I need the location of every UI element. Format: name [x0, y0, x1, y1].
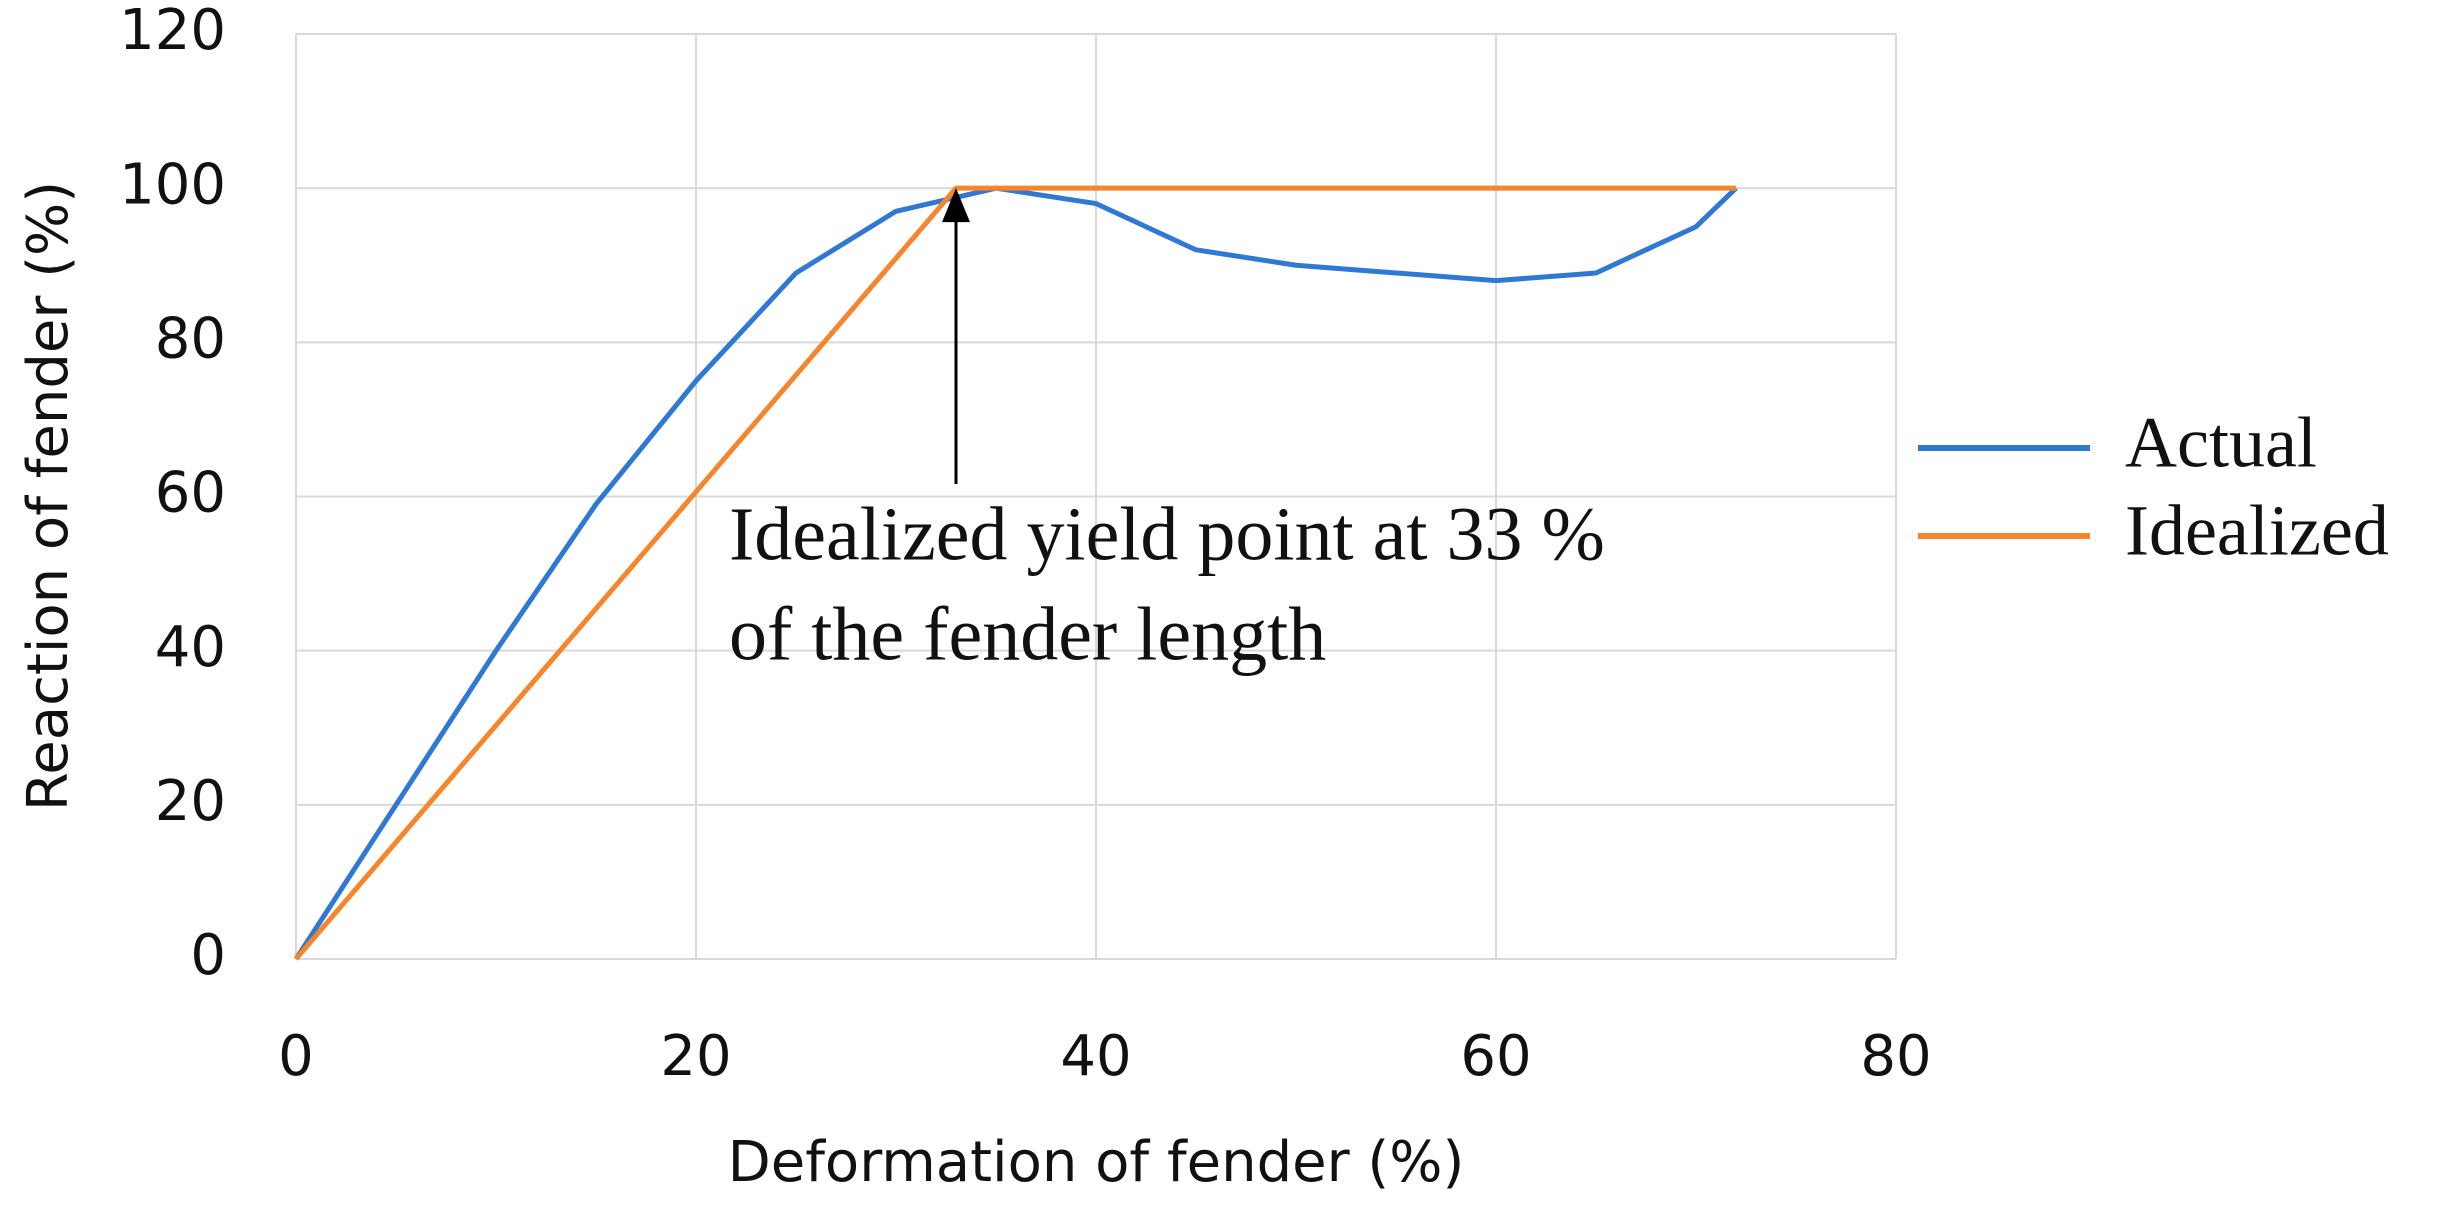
y-tick-label: 120 — [119, 0, 226, 63]
annotation-arrowhead — [942, 188, 970, 223]
y-axis-title: Reaction of fender (%) — [16, 181, 81, 811]
y-tick-label: 40 — [155, 615, 226, 680]
series-line — [293, 185, 1738, 961]
y-tick-label: 60 — [155, 461, 226, 526]
x-tick-label: 20 — [660, 1024, 731, 1089]
x-tick-label: 0 — [278, 1024, 314, 1089]
annotation-text: of the fender length — [729, 592, 1326, 676]
y-tick-label: 0 — [190, 923, 226, 988]
annotation-text: Idealized yield point at 33 % — [729, 492, 1605, 576]
y-tick-label: 100 — [119, 152, 226, 217]
x-axis-title: Deformation of fender (%) — [728, 1130, 1465, 1195]
y-tick-label: 20 — [155, 769, 226, 834]
legend-label: Actual — [2125, 403, 2317, 483]
x-tick-label: 60 — [1460, 1024, 1531, 1089]
legend-label: Idealized — [2125, 491, 2389, 571]
y-tick-label: 80 — [155, 306, 226, 371]
x-tick-label: 80 — [1860, 1024, 1931, 1089]
x-tick-label: 40 — [1060, 1024, 1131, 1089]
